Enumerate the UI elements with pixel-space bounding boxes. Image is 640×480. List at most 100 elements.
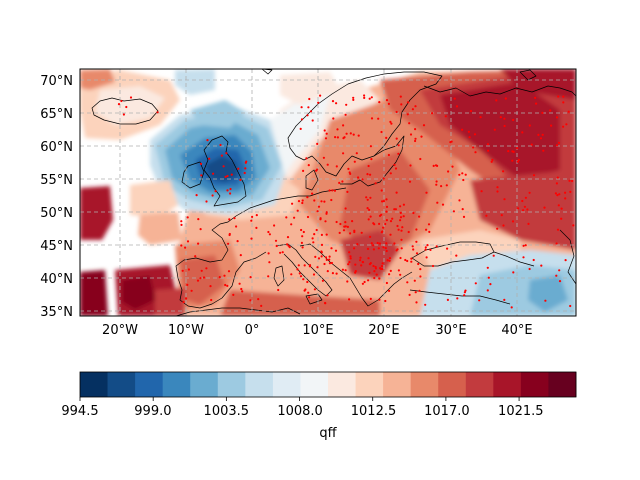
station-dot	[237, 167, 240, 170]
station-dot	[382, 246, 385, 249]
station-dot	[349, 172, 352, 175]
station-dot	[369, 196, 372, 199]
station-dot	[326, 270, 329, 273]
station-dot	[385, 136, 388, 139]
station-dot	[393, 242, 396, 245]
station-dot	[522, 209, 525, 212]
station-dot	[428, 230, 431, 233]
station-dot	[372, 264, 375, 268]
station-dot	[425, 191, 428, 194]
station-dot	[388, 289, 391, 292]
station-dot	[241, 290, 244, 293]
station-dot	[394, 208, 397, 211]
station-dot	[522, 256, 525, 259]
station-dot	[325, 233, 328, 236]
station-dot	[336, 136, 339, 139]
station-dot	[249, 276, 252, 279]
station-dot	[444, 115, 447, 118]
station-dot	[522, 244, 525, 247]
station-dot	[502, 170, 505, 173]
station-dot	[524, 244, 527, 247]
station-dot	[180, 220, 183, 223]
station-dot	[373, 276, 376, 280]
station-dot	[500, 214, 503, 217]
station-dot	[316, 210, 319, 213]
station-dot	[312, 241, 315, 244]
colorbar-swatch	[383, 372, 412, 397]
station-dot	[319, 94, 322, 97]
station-dot	[331, 100, 335, 103]
station-dot	[537, 133, 540, 136]
station-dot	[486, 289, 489, 292]
station-dot	[334, 136, 337, 139]
station-dot	[361, 282, 364, 285]
station-dot	[228, 232, 231, 236]
station-dot	[302, 169, 305, 172]
station-dot	[313, 233, 316, 236]
station-dot	[417, 262, 420, 266]
station-dot	[558, 193, 561, 196]
station-dot	[397, 269, 400, 272]
station-dot	[341, 180, 344, 183]
coastline-balkans	[299, 243, 413, 307]
colorbar-swatch	[300, 372, 329, 397]
station-dot	[378, 222, 381, 225]
station-dot	[369, 215, 372, 218]
station-dot	[347, 263, 350, 266]
station-dot	[556, 194, 559, 197]
station-dot	[342, 229, 346, 232]
station-dot	[267, 230, 270, 234]
coastline-scandinavia	[287, 71, 443, 177]
coastline-europe-north	[235, 187, 347, 217]
station-dot	[504, 97, 507, 100]
station-dot	[257, 298, 260, 301]
station-dot	[560, 207, 563, 210]
station-dot	[408, 180, 412, 183]
station-dot	[229, 192, 232, 195]
station-dot	[181, 269, 184, 272]
station-dot	[299, 127, 302, 130]
station-dot	[349, 132, 352, 135]
station-dot	[572, 224, 575, 227]
station-dot	[516, 147, 519, 150]
station-dot	[197, 242, 200, 245]
pressure-field	[80, 69, 576, 316]
station-dot	[251, 215, 254, 218]
station-dot	[361, 261, 365, 264]
lon-label-20e: 20°E	[368, 323, 399, 338]
field-atlantic-blob-4	[80, 270, 108, 316]
station-dot	[195, 194, 198, 197]
station-dot	[512, 150, 515, 153]
station-dot	[462, 215, 466, 218]
station-dot	[317, 257, 321, 260]
station-dot	[331, 189, 334, 192]
station-dot	[335, 165, 338, 168]
coastline-italy	[275, 243, 333, 297]
station-dot	[385, 210, 388, 213]
station-dot	[555, 116, 559, 119]
station-dot	[301, 199, 304, 202]
map-frame	[79, 68, 577, 317]
station-dot	[542, 149, 545, 152]
station-dot	[328, 258, 331, 261]
station-dot	[385, 198, 388, 201]
station-dot	[238, 282, 241, 285]
station-dot	[516, 160, 520, 163]
station-dot	[311, 192, 314, 195]
station-dot	[373, 223, 376, 226]
station-dot	[335, 220, 338, 224]
station-dot	[303, 264, 306, 267]
lat-label-40n: 40°N	[40, 272, 73, 287]
station-dot	[541, 111, 544, 114]
station-dot	[377, 117, 380, 120]
station-dot	[432, 164, 435, 167]
station-dot	[331, 272, 334, 275]
station-dot	[255, 214, 258, 217]
station-dot	[408, 293, 411, 296]
station-dot	[365, 196, 368, 199]
lon-label-20w: 20°W	[102, 323, 138, 338]
station-dot	[452, 210, 455, 213]
station-dot	[425, 256, 428, 259]
station-dot	[385, 281, 388, 285]
station-dot	[487, 149, 490, 152]
